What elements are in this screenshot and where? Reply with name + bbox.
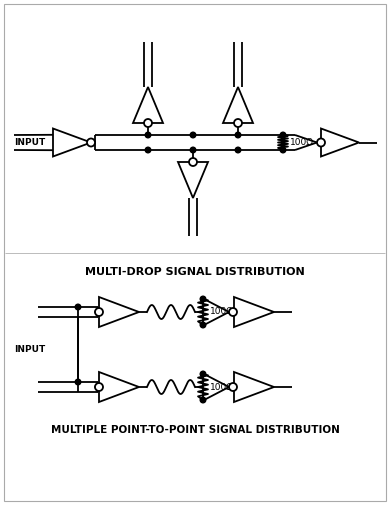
Circle shape: [189, 158, 197, 166]
Circle shape: [87, 138, 95, 146]
Circle shape: [144, 119, 152, 127]
Circle shape: [75, 379, 81, 385]
Circle shape: [235, 147, 241, 153]
Circle shape: [200, 322, 206, 328]
Text: 100Ω: 100Ω: [210, 308, 234, 317]
Circle shape: [229, 308, 237, 316]
Circle shape: [95, 308, 103, 316]
Circle shape: [317, 138, 325, 146]
Circle shape: [145, 147, 151, 153]
Circle shape: [280, 132, 286, 138]
Text: MULTI-DROP SIGNAL DISTRIBUTION: MULTI-DROP SIGNAL DISTRIBUTION: [85, 267, 305, 277]
Text: 100Ω: 100Ω: [210, 382, 234, 391]
Text: INPUT: INPUT: [14, 138, 45, 147]
Circle shape: [280, 147, 286, 153]
Circle shape: [200, 371, 206, 377]
Circle shape: [200, 397, 206, 403]
Text: 100Ω: 100Ω: [290, 138, 314, 147]
Circle shape: [234, 119, 242, 127]
Circle shape: [235, 132, 241, 138]
Circle shape: [190, 132, 196, 138]
Circle shape: [95, 383, 103, 391]
Circle shape: [229, 383, 237, 391]
Circle shape: [145, 132, 151, 138]
Text: INPUT: INPUT: [14, 345, 45, 354]
Circle shape: [75, 304, 81, 310]
Circle shape: [190, 147, 196, 153]
Circle shape: [200, 296, 206, 302]
Text: MULTIPLE POINT-TO-POINT SIGNAL DISTRIBUTION: MULTIPLE POINT-TO-POINT SIGNAL DISTRIBUT…: [51, 425, 339, 435]
